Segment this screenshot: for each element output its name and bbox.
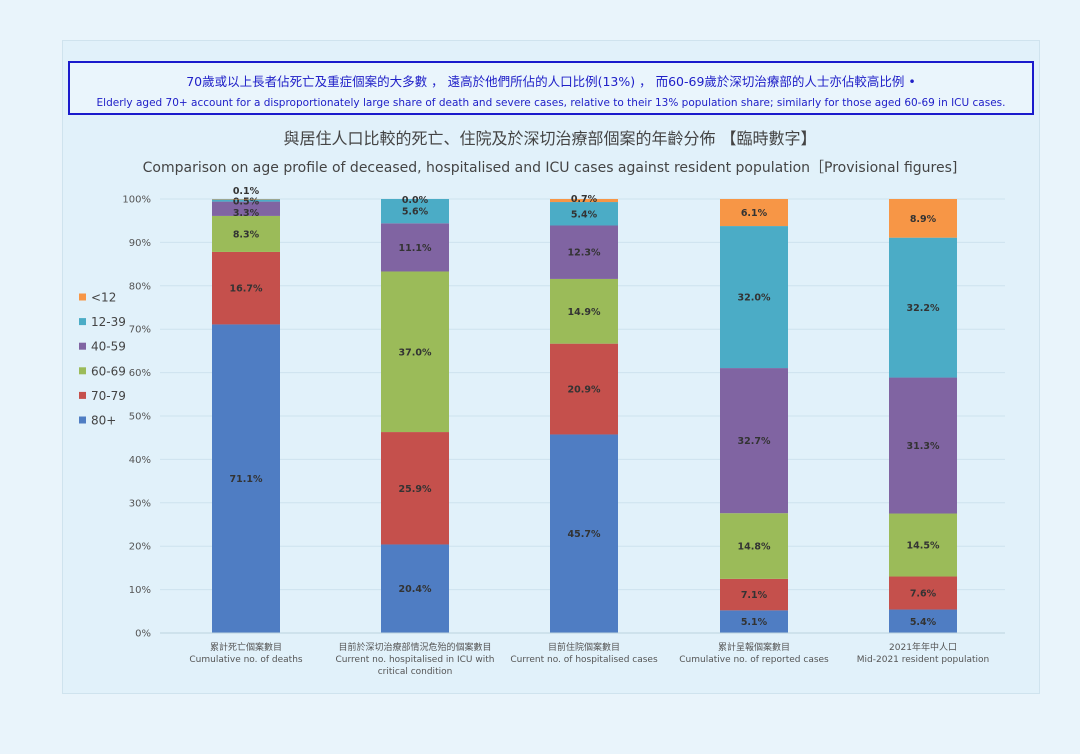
y-tick-label: 20% bbox=[129, 542, 151, 553]
category-label-en: Cumulative no. of deaths bbox=[189, 655, 303, 665]
y-tick-label: 100% bbox=[122, 195, 151, 206]
data-label: 5.4% bbox=[571, 209, 598, 220]
bar-segment-40-59 bbox=[550, 225, 618, 279]
bar-segment-<12 bbox=[550, 199, 618, 203]
legend-label: 12-39 bbox=[91, 315, 126, 329]
y-tick-label: 50% bbox=[129, 412, 151, 423]
bar-segment-12-39 bbox=[212, 199, 280, 202]
bar-segment-60-69 bbox=[550, 278, 618, 344]
data-label: 0.1% bbox=[233, 186, 260, 197]
data-label: 12.3% bbox=[568, 248, 601, 259]
bar-segment-80+ bbox=[889, 609, 957, 633]
bar-segment-70-79 bbox=[720, 578, 788, 611]
category-label-en: Cumulative no. of reported cases bbox=[679, 655, 829, 665]
bar-segment-<12 bbox=[889, 199, 957, 238]
bar-segment-60-69 bbox=[720, 513, 788, 579]
data-label: 0.7% bbox=[571, 194, 598, 205]
bar-segment-70-79 bbox=[550, 343, 618, 435]
data-label: 20.4% bbox=[399, 584, 432, 595]
bar-segment-80+ bbox=[212, 324, 280, 633]
bar-segment-40-59 bbox=[720, 368, 788, 514]
y-tick-label: 0% bbox=[135, 629, 151, 640]
bar-segment-40-59 bbox=[212, 201, 280, 216]
bar-segment-70-79 bbox=[381, 432, 449, 545]
y-tick-label: 90% bbox=[129, 238, 151, 249]
data-label: 31.3% bbox=[907, 441, 940, 452]
bar-segment-12-39 bbox=[889, 237, 957, 378]
data-label: 71.1% bbox=[230, 474, 263, 485]
bar-segment-70-79 bbox=[889, 576, 957, 610]
legend-label: 70-79 bbox=[91, 389, 126, 403]
data-label: 5.1% bbox=[741, 617, 768, 628]
data-label: 0.0% bbox=[402, 195, 429, 206]
chart-title: 與居住人口比較的死亡、住院及於深切治療部個案的年齡分佈 【臨時數字】 bbox=[283, 129, 817, 148]
note-chinese: 70歲或以上長者佔死亡及重症個案的大多數 ， 遠高於他們所佔的人口比例(13%)… bbox=[186, 74, 916, 89]
data-label: 8.3% bbox=[233, 229, 260, 240]
category-label-zh: 累計死亡個案數目 bbox=[210, 641, 282, 653]
bar-segment-60-69 bbox=[889, 513, 957, 577]
legend-swatch-40-59 bbox=[79, 342, 86, 350]
data-label: 5.4% bbox=[910, 617, 937, 628]
category-label-zh: 目前於深切治療部情況危殆的個案數目 bbox=[338, 641, 491, 653]
y-tick-label: 80% bbox=[129, 281, 151, 292]
data-label: 32.7% bbox=[738, 436, 771, 447]
data-label: 11.1% bbox=[399, 243, 432, 254]
legend-swatch-<12 bbox=[79, 293, 86, 301]
y-tick-label: 10% bbox=[129, 585, 151, 596]
bar-segment-<12 bbox=[720, 199, 788, 227]
y-tick-label: 70% bbox=[129, 325, 151, 336]
data-label: 8.9% bbox=[910, 214, 937, 225]
data-label: 5.6% bbox=[402, 207, 429, 218]
y-tick-label: 60% bbox=[129, 368, 151, 379]
data-label: 7.1% bbox=[741, 590, 768, 601]
y-tick-label: 30% bbox=[129, 498, 151, 509]
bar-segment-60-69 bbox=[381, 271, 449, 433]
bar-segment-12-39 bbox=[550, 202, 618, 226]
category-label-zh: 2021年年中人口 bbox=[889, 641, 957, 653]
bar-segment-60-69 bbox=[212, 215, 280, 252]
category-label-zh: 累計呈報個案數目 bbox=[718, 641, 790, 653]
bar-segment-40-59 bbox=[889, 377, 957, 514]
legend-swatch-70-79 bbox=[79, 391, 86, 399]
data-label: 45.7% bbox=[568, 529, 601, 540]
bar-segment-80+ bbox=[550, 434, 618, 633]
bar-segment-12-39 bbox=[720, 226, 788, 369]
y-tick-label: 40% bbox=[129, 455, 151, 466]
bar-segment-12-39 bbox=[381, 199, 449, 224]
note-english: Elderly aged 70+ account for a dispropor… bbox=[96, 97, 1006, 109]
data-label: 25.9% bbox=[399, 484, 432, 495]
category-label-en: Current no. hospitalised in ICU with bbox=[336, 655, 495, 665]
legend-swatch-60-69 bbox=[79, 367, 86, 375]
data-label: 37.0% bbox=[399, 347, 432, 358]
bar-segment-70-79 bbox=[212, 251, 280, 325]
data-label: 0.5% bbox=[233, 196, 260, 207]
legend-label: 60-69 bbox=[91, 364, 126, 378]
bar-segment-80+ bbox=[381, 544, 449, 633]
chart-subtitle: Comparison on age profile of deceased, h… bbox=[142, 160, 958, 176]
legend-label: <12 bbox=[91, 291, 116, 305]
legend-label: 40-59 bbox=[91, 340, 126, 354]
data-label: 32.2% bbox=[907, 303, 940, 314]
category-label-zh: 目前住院個案數目 bbox=[548, 641, 620, 653]
category-label-en: critical condition bbox=[378, 667, 453, 677]
summary-note: 70歲或以上長者佔死亡及重症個案的大多數 ， 遠高於他們所佔的人口比例(13%)… bbox=[68, 61, 1034, 115]
data-label: 32.0% bbox=[738, 293, 771, 304]
legend-swatch-12-39 bbox=[79, 318, 86, 326]
bar-segment-80+ bbox=[720, 610, 788, 633]
data-label: 16.7% bbox=[230, 284, 263, 295]
data-label: 14.9% bbox=[568, 307, 601, 318]
category-label-en: Current no. of hospitalised cases bbox=[510, 655, 658, 665]
data-label: 20.9% bbox=[568, 385, 601, 396]
bar-segment-40-59 bbox=[381, 223, 449, 272]
data-label: 6.1% bbox=[741, 208, 768, 219]
data-label: 3.3% bbox=[233, 208, 260, 219]
legend-label: 80+ bbox=[91, 414, 116, 428]
category-label-en: Mid-2021 resident population bbox=[857, 655, 989, 665]
data-label: 14.8% bbox=[738, 542, 771, 553]
legend-swatch-80+ bbox=[79, 416, 86, 424]
data-label: 14.5% bbox=[907, 541, 940, 552]
data-label: 7.6% bbox=[910, 589, 937, 600]
